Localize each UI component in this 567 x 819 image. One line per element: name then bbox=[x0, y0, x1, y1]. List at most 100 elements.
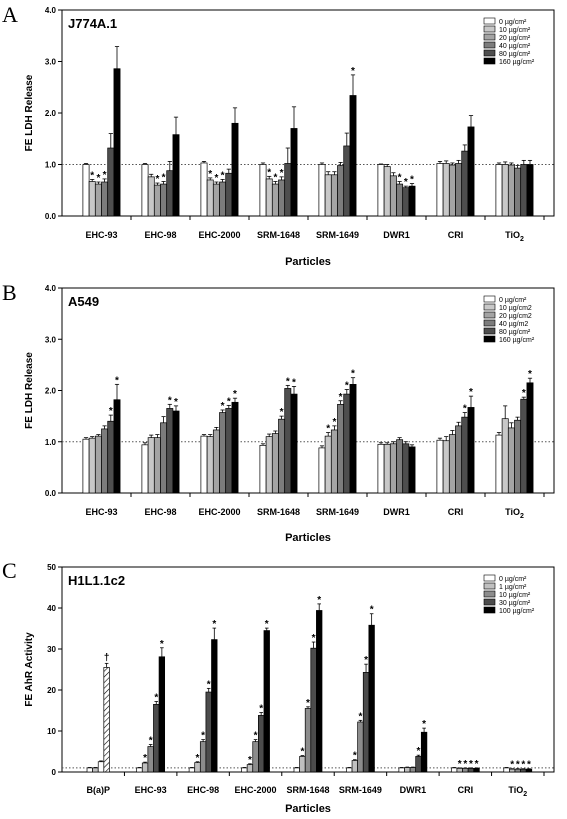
bar bbox=[88, 437, 96, 494]
y-tick-label: 3.0 bbox=[45, 335, 57, 344]
legend-swatch bbox=[483, 25, 496, 33]
legend-label: 30 µg/cm² bbox=[499, 600, 531, 607]
y-tick-label: 0.0 bbox=[45, 489, 57, 498]
significance-star: * bbox=[528, 369, 532, 380]
bar bbox=[343, 145, 351, 217]
bar bbox=[219, 412, 227, 494]
significance-star: * bbox=[212, 619, 216, 630]
bar bbox=[398, 767, 405, 773]
bar bbox=[408, 446, 416, 494]
bap-bar bbox=[92, 767, 99, 773]
bar bbox=[200, 435, 208, 494]
significance-star: * bbox=[174, 397, 178, 408]
dagger-marker: † bbox=[104, 652, 110, 663]
significance-star: * bbox=[143, 753, 147, 764]
bar bbox=[436, 439, 444, 494]
y-tick-label: 2.0 bbox=[45, 109, 57, 118]
category-label-main: CRI bbox=[448, 230, 464, 240]
significance-star: * bbox=[96, 173, 100, 184]
significance-star: * bbox=[317, 595, 321, 606]
category-label: SRM-1648 bbox=[257, 230, 300, 240]
category-label: TiO2 bbox=[508, 785, 527, 798]
bar bbox=[212, 183, 220, 217]
cell-line-title: A549 bbox=[68, 294, 99, 309]
significance-star: * bbox=[168, 395, 172, 406]
bar bbox=[160, 422, 168, 494]
bar bbox=[495, 434, 503, 494]
bar bbox=[219, 181, 227, 217]
significance-star: * bbox=[248, 755, 252, 766]
bar bbox=[455, 425, 463, 494]
category-label-main: EHC-98 bbox=[187, 785, 219, 795]
bar bbox=[343, 393, 351, 494]
legend-label: 10 µg/cm² bbox=[499, 27, 531, 34]
category-label-main: SRM-1648 bbox=[286, 785, 329, 795]
x-ticks bbox=[123, 772, 545, 776]
bar bbox=[153, 437, 161, 494]
bar bbox=[205, 691, 212, 773]
category-label-main: EHC-93 bbox=[85, 230, 117, 240]
bar bbox=[368, 624, 375, 773]
bar bbox=[495, 164, 503, 217]
legend-swatch bbox=[483, 598, 496, 606]
bar bbox=[507, 427, 515, 494]
legend-swatch bbox=[483, 57, 496, 65]
plot-frame bbox=[61, 287, 555, 494]
bar bbox=[362, 672, 370, 773]
bar bbox=[206, 179, 214, 217]
legend-label: 40 µg/cm² bbox=[499, 43, 531, 50]
category-label-sub: 2 bbox=[520, 513, 524, 520]
bar bbox=[520, 164, 528, 217]
bar bbox=[383, 443, 391, 494]
bar bbox=[316, 610, 323, 773]
category-label: EHC-93 bbox=[85, 230, 117, 240]
significance-star: * bbox=[398, 172, 402, 183]
bar bbox=[415, 756, 422, 773]
panel-c: C 0 10 20 30 40 50 H1L1.1c2 FE AhR Activity Parti… bbox=[2, 558, 555, 815]
bar bbox=[141, 444, 149, 494]
legend-label: 10 µg/cm² bbox=[499, 592, 531, 599]
significance-star: * bbox=[417, 746, 421, 757]
category-label: CRI bbox=[448, 507, 464, 517]
bar bbox=[349, 384, 357, 494]
bar bbox=[501, 418, 509, 494]
bar bbox=[402, 443, 410, 494]
bar bbox=[324, 435, 332, 494]
bar bbox=[442, 440, 450, 494]
bar bbox=[278, 179, 286, 217]
y-tick-label: 1.0 bbox=[45, 438, 57, 447]
category-label: DWR1 bbox=[383, 230, 410, 240]
legend-label: 20 µg/cm2 bbox=[499, 313, 532, 320]
significance-star: * bbox=[332, 417, 336, 428]
bar bbox=[225, 408, 233, 494]
bar bbox=[278, 418, 286, 494]
y-tick-label: 30 bbox=[47, 645, 56, 654]
x-axis-label: Particles bbox=[285, 803, 331, 815]
significance-star: * bbox=[254, 731, 258, 742]
bar bbox=[448, 164, 456, 217]
bar bbox=[107, 420, 115, 494]
y-tick-label: 40 bbox=[47, 604, 56, 613]
bar bbox=[188, 767, 196, 773]
significance-star: * bbox=[155, 174, 159, 185]
category-label: SRM-1649 bbox=[316, 507, 359, 517]
bar bbox=[94, 183, 102, 217]
significance-star: * bbox=[160, 639, 164, 650]
bar bbox=[290, 128, 298, 217]
bar bbox=[160, 183, 168, 217]
legend-label: 10 µg/cm2 bbox=[499, 305, 532, 312]
bar bbox=[153, 184, 161, 217]
significance-star: * bbox=[364, 655, 368, 666]
bap-bar bbox=[103, 667, 110, 773]
significance-star: * bbox=[351, 369, 355, 380]
bar bbox=[389, 175, 397, 217]
category-label: CRI bbox=[458, 785, 474, 795]
bar bbox=[211, 639, 218, 773]
category-label-main: B(a)P bbox=[86, 785, 110, 795]
significance-star: * bbox=[162, 172, 166, 183]
significance-star: * bbox=[154, 692, 158, 703]
legend-label: 0 µg/cm² bbox=[499, 576, 527, 583]
panel-a: A 0.0 1.0 2.0 3.0 4.0 J774A.1 FE LDH Release Par… bbox=[2, 2, 555, 268]
legend-label: 0 µg/cm² bbox=[499, 19, 527, 26]
